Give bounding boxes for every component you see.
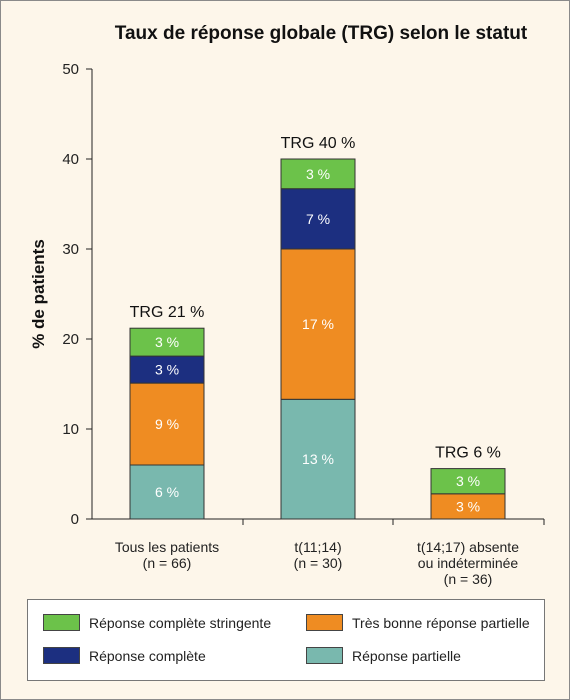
bar-segment bbox=[280, 248, 356, 400]
bar-segment bbox=[430, 493, 506, 520]
x-category-label: (n = 66) bbox=[143, 555, 192, 571]
legend-item-vgpr: Très bonne réponse partielle bbox=[306, 614, 530, 631]
legend-swatch bbox=[43, 647, 80, 664]
bar-segment bbox=[280, 398, 356, 520]
bar-segment bbox=[129, 382, 205, 466]
y-tick-label: 10 bbox=[62, 421, 79, 438]
bar-total-label: TRG 6 % bbox=[435, 445, 501, 462]
x-category-label: Tous les patients bbox=[115, 539, 219, 555]
x-category-label: ou indéterminée bbox=[418, 555, 519, 571]
segment-value-label: 3 % bbox=[306, 166, 330, 182]
segment-value-label: 17 % bbox=[302, 316, 334, 332]
x-category-label: (n = 30) bbox=[294, 555, 343, 571]
legend: Réponse complète stringente Très bonne r… bbox=[27, 599, 545, 681]
y-tick-label: 20 bbox=[62, 331, 79, 348]
y-tick-label: 30 bbox=[62, 241, 79, 258]
segment-value-label: 3 % bbox=[155, 334, 179, 350]
y-tick-label: 0 bbox=[71, 511, 79, 528]
bar-segment bbox=[129, 327, 205, 357]
segment-value-label: 6 % bbox=[155, 484, 179, 500]
y-axis-label: % de patients bbox=[29, 239, 48, 349]
x-category-label: t(14;17) absente bbox=[417, 539, 519, 555]
bar-segment bbox=[280, 188, 356, 250]
bar-chart: 0 10 20 30 40 50 % de patients 6 % 9 % 3 % 3 % TRG … bbox=[29, 61, 545, 587]
bar-segment bbox=[129, 355, 205, 384]
legend-swatch bbox=[306, 647, 343, 664]
bar-segment bbox=[280, 158, 356, 190]
legend-item-complete: Réponse complète bbox=[43, 647, 206, 664]
legend-label: Très bonne réponse partielle bbox=[352, 614, 530, 631]
segment-value-label: 7 % bbox=[306, 211, 330, 227]
x-category-label: t(11;14) bbox=[294, 539, 341, 555]
segment-value-label: 3 % bbox=[456, 498, 480, 514]
legend-label: Réponse partielle bbox=[352, 647, 461, 664]
y-tick-label: 40 bbox=[62, 151, 79, 168]
legend-swatch bbox=[306, 614, 343, 631]
segment-value-label: 3 % bbox=[456, 473, 480, 489]
segment-value-label: 9 % bbox=[155, 416, 179, 432]
legend-item-partial: Réponse partielle bbox=[306, 647, 461, 664]
x-category-label: (n = 36) bbox=[444, 571, 493, 587]
segment-value-label: 13 % bbox=[302, 451, 334, 467]
bar-total-label: TRG 40 % bbox=[281, 135, 356, 152]
y-tick-label: 50 bbox=[62, 61, 79, 78]
chart-title: Taux de réponse globale (TRG) selon le s… bbox=[114, 23, 528, 44]
legend-item-stringent: Réponse complète stringente bbox=[43, 614, 271, 631]
bar-total-label: TRG 21 % bbox=[130, 304, 205, 321]
segment-value-label: 3 % bbox=[155, 362, 179, 378]
legend-swatch bbox=[43, 614, 80, 631]
bar-segment bbox=[129, 464, 205, 520]
legend-label: Réponse complète bbox=[89, 647, 206, 664]
legend-label: Réponse complète stringente bbox=[89, 614, 272, 631]
bar-segment bbox=[430, 468, 506, 495]
